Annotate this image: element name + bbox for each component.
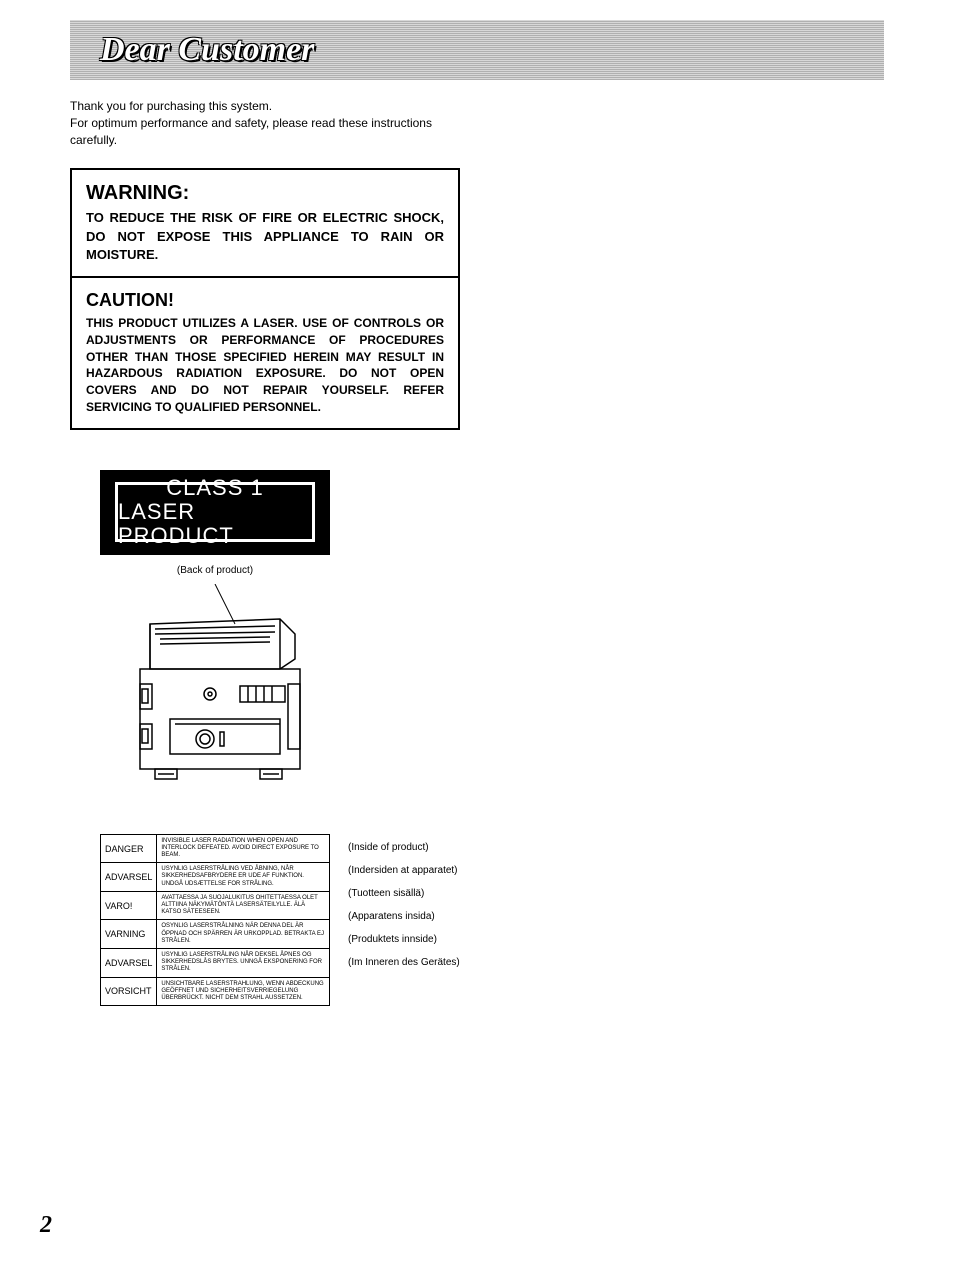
multilang-warning-table: DANGERINVISIBLE LASER RADIATION WHEN OPE… — [100, 834, 330, 1006]
warning-row: VARO!AVATTAESSA JA SUOJALUKITUS OHITETTA… — [101, 891, 330, 920]
warning-row: DANGERINVISIBLE LASER RADIATION WHEN OPE… — [101, 834, 330, 863]
warning-row-label: DANGER — [101, 834, 157, 863]
location-label: (Inside of product) — [348, 836, 460, 859]
location-label: (Im Inneren des Gerätes) — [348, 951, 460, 974]
laser-class-inner: CLASS 1 LASER PRODUCT — [115, 482, 315, 542]
warning-title: WARNING: — [86, 182, 444, 205]
header-banner: Dear Customer — [70, 20, 884, 80]
warning-row: VORSICHTUNSICHTBARE LASERSTRAHLUNG, WENN… — [101, 977, 330, 1006]
laser-class-label: CLASS 1 LASER PRODUCT — [100, 470, 330, 555]
warning-row-label: VORSICHT — [101, 977, 157, 1006]
warning-row: ADVARSELUSYNLIG LASERSTRÅLING VED ÅBNING… — [101, 863, 330, 892]
caution-title: CAUTION! — [86, 290, 444, 311]
warning-row: VARNINGOSYNLIG LASERSTRÅLNING NÄR DENNA … — [101, 920, 330, 949]
warning-row-text: USYNLIG LASERSTRÅLING VED ÅBNING, NÅR SI… — [157, 863, 330, 892]
product-diagram-svg — [100, 584, 330, 794]
intro-text: Thank you for purchasing this system. Fo… — [70, 98, 470, 148]
location-label: (Produktets innside) — [348, 928, 460, 951]
warning-row-label: VARNING — [101, 920, 157, 949]
warning-row-label: VARO! — [101, 891, 157, 920]
warning-row-text: AVATTAESSA JA SUOJALUKITUS OHITETTAESSA … — [157, 891, 330, 920]
header-title: Dear Customer — [100, 31, 314, 69]
warning-row-text: USYNLIG LASERSTRÅLING NÅR DEKSEL ÅPNES O… — [157, 948, 330, 977]
laser-line-1: CLASS 1 — [166, 476, 264, 500]
warning-row-text: INVISIBLE LASER RADIATION WHEN OPEN AND … — [157, 834, 330, 863]
warning-box: WARNING: TO REDUCE THE RISK OF FIRE OR E… — [70, 168, 460, 278]
warning-body: TO REDUCE THE RISK OF FIRE OR ELECTRIC S… — [86, 209, 444, 264]
warning-row-text: OSYNLIG LASERSTRÅLNING NÄR DENNA DEL ÄR … — [157, 920, 330, 949]
intro-line-1: Thank you for purchasing this system. — [70, 98, 470, 115]
warning-row-label: ADVARSEL — [101, 863, 157, 892]
location-labels: (Inside of product)(Indersiden at appara… — [348, 834, 460, 974]
back-of-product-caption: (Back of product) — [70, 565, 360, 576]
page-number: 2 — [40, 1212, 52, 1239]
product-diagram — [100, 584, 330, 794]
location-label: (Indersiden at apparatet) — [348, 859, 460, 882]
location-label: (Tuotteen sisällä) — [348, 882, 460, 905]
page-number-value: 2 — [40, 1212, 52, 1238]
warning-row-text: UNSICHTBARE LASERSTRAHLUNG, WENN ABDECKU… — [157, 977, 330, 1006]
caution-box: CAUTION! THIS PRODUCT UTILIZES A LASER. … — [70, 278, 460, 430]
caution-body: THIS PRODUCT UTILIZES A LASER. USE OF CO… — [86, 315, 444, 416]
warning-row-label: ADVARSEL — [101, 948, 157, 977]
warning-table-section: DANGERINVISIBLE LASER RADIATION WHEN OPE… — [100, 834, 884, 1006]
laser-line-2: LASER PRODUCT — [118, 500, 312, 548]
location-label: (Apparatens insida) — [348, 905, 460, 928]
intro-line-2: For optimum performance and safety, plea… — [70, 115, 470, 149]
warning-row: ADVARSELUSYNLIG LASERSTRÅLING NÅR DEKSEL… — [101, 948, 330, 977]
